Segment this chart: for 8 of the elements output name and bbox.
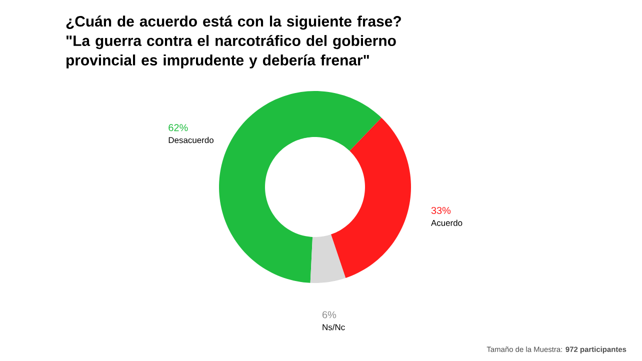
slice-label: Acuerdo <box>431 220 462 226</box>
chart-title: ¿Cuán de acuerdo está con la siguiente frase? <box>66 16 401 30</box>
chart-subtitle: "La guerra contra el narcotráfico del gobierno provincial es imprudente y debería frenar" <box>66 34 396 68</box>
slice-label: Desacuerdo <box>168 136 214 144</box>
slice-label: Ns/Nc <box>322 324 345 330</box>
data-label: 62% <box>168 124 188 132</box>
data-label: 6% <box>322 311 336 318</box>
data-label: 33% <box>431 206 451 214</box>
